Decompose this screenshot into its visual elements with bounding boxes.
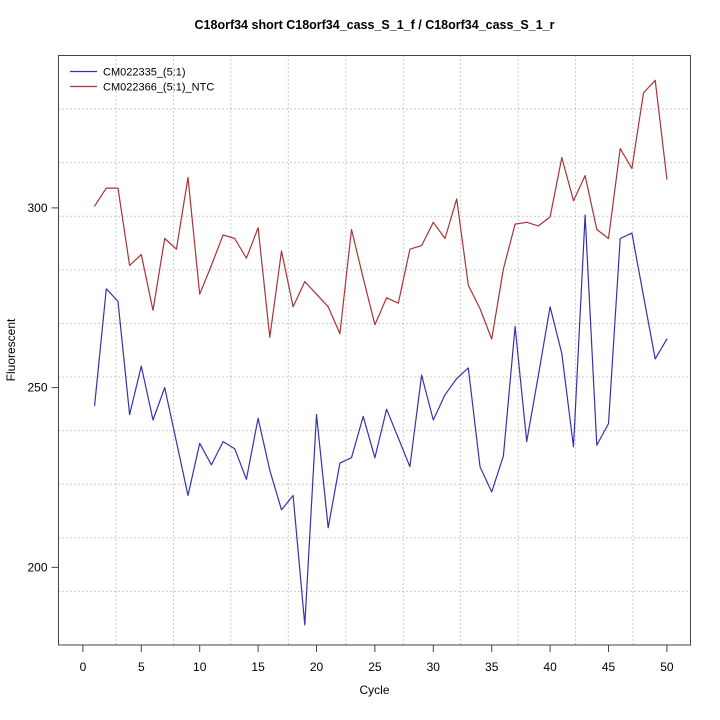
- tick-layer: 0 5 10 15 20 25 30 35 40 45 50 200 250 300: [27, 201, 673, 674]
- x-tick-label: 50: [660, 660, 674, 674]
- series-line-blue: [93, 214, 668, 626]
- legend-label-blue: CM022335_(5:1): [103, 67, 186, 79]
- x-tick-label: 25: [368, 660, 382, 674]
- x-tick-label: 30: [427, 660, 441, 674]
- series-line-red: [93, 79, 668, 340]
- x-tick-label: 5: [138, 660, 145, 674]
- y-tick-label: 250: [27, 381, 47, 395]
- x-tick-label: 35: [485, 660, 499, 674]
- x-axis-label: Cycle: [359, 683, 389, 697]
- x-tick-label: 15: [251, 660, 265, 674]
- x-tick-label: 40: [543, 660, 557, 674]
- legend-label-red: CM022366_(5:1)_NTC: [103, 82, 214, 94]
- x-tick-label: 20: [310, 660, 324, 674]
- y-axis-label: Fluorescent: [4, 318, 18, 381]
- x-tick-label: 0: [80, 660, 87, 674]
- grid-layer: [58, 55, 691, 645]
- y-tick-label: 200: [27, 560, 47, 574]
- series-layer: [93, 79, 668, 626]
- x-tick-label: 45: [602, 660, 616, 674]
- legend: CM022335_(5:1) CM022366_(5:1)_NTC: [70, 67, 214, 94]
- y-tick-label: 300: [27, 201, 47, 215]
- x-tick-label: 10: [193, 660, 207, 674]
- chart-title: C18orf34 short C18orf34_cass_S_1_f / C18…: [195, 18, 555, 32]
- plot-frame: [58, 55, 691, 646]
